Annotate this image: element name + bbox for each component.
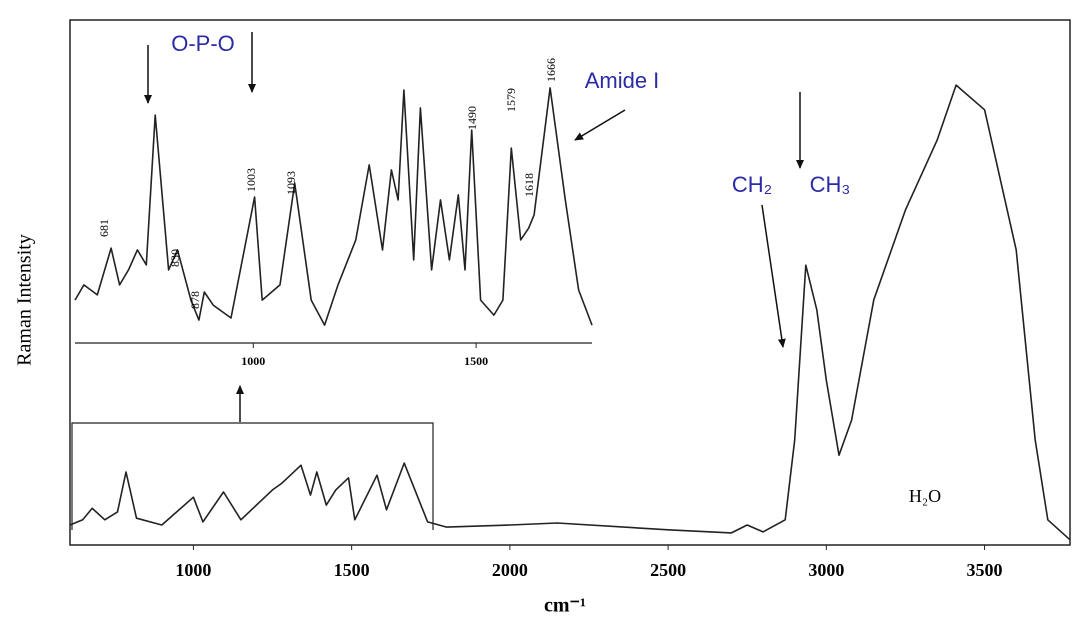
x-tick-label: 3500 xyxy=(967,560,1003,580)
x-axis-label: cm⁻¹ xyxy=(544,595,586,617)
x-tick-label: 1500 xyxy=(464,354,488,368)
x-tick-label: 2500 xyxy=(650,560,686,580)
annotation: 1490 xyxy=(465,106,479,130)
inset-bracket xyxy=(71,422,434,530)
spectrum-line xyxy=(69,84,1071,541)
x-tick-label: 1000 xyxy=(241,354,265,368)
x-tick-label: 3000 xyxy=(808,560,844,580)
annotation: O-P-O xyxy=(171,31,235,56)
annotation: 1093 xyxy=(284,171,298,195)
annotation: 1579 xyxy=(504,88,518,112)
annotation: 1003 xyxy=(244,168,258,192)
y-axis-label: Raman Intensity xyxy=(14,234,36,366)
x-tick-label: 2000 xyxy=(492,560,528,580)
x-tick-label: 1500 xyxy=(334,560,370,580)
annotation: 878 xyxy=(188,291,202,309)
annotation: 1666 xyxy=(544,58,558,82)
annotation: 1618 xyxy=(522,173,536,197)
annotation: CH₂ xyxy=(732,172,772,197)
annotation: 681 xyxy=(97,219,111,237)
spectrum-line xyxy=(74,87,593,326)
annotation: H₂O xyxy=(909,486,941,506)
annotation: CH₃ xyxy=(810,172,851,197)
arrow xyxy=(761,204,786,348)
annotation: 830 xyxy=(168,249,182,267)
plot-frame xyxy=(69,19,1071,546)
annotation: Amide I xyxy=(585,68,660,93)
arrow xyxy=(574,109,626,141)
x-tick-label: 1000 xyxy=(175,560,211,580)
